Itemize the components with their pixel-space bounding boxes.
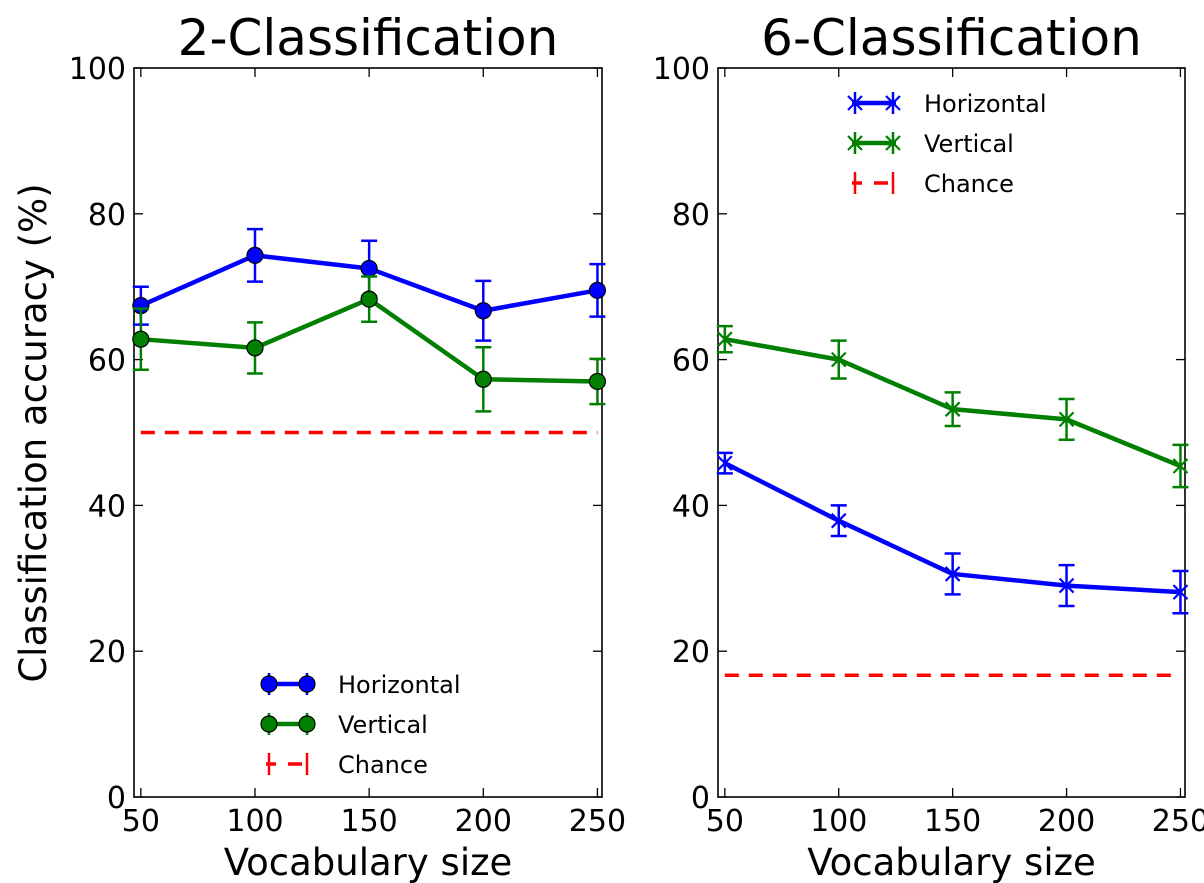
x-axis-label: Vocabulary size bbox=[807, 841, 1096, 883]
plot-frame bbox=[133, 67, 603, 798]
x-tick-label: 100 bbox=[810, 804, 867, 839]
x-tick-label: 50 bbox=[706, 804, 744, 839]
plot-frame bbox=[717, 67, 1186, 798]
data-point bbox=[830, 351, 847, 368]
legend-marker bbox=[847, 95, 863, 111]
data-point bbox=[1172, 458, 1189, 474]
data-point bbox=[474, 370, 492, 388]
x-tick-label: 150 bbox=[341, 804, 398, 839]
data-point bbox=[944, 566, 961, 582]
legend-item-vertical: Vertical bbox=[847, 130, 1014, 158]
legend: Horizontal Vertical Chance bbox=[260, 671, 461, 779]
legend: Horizontal Vertical Chance bbox=[847, 90, 1047, 198]
y-tick-label: 80 bbox=[672, 198, 710, 233]
legend-marker bbox=[885, 95, 901, 111]
y-tick-label: 100 bbox=[653, 52, 710, 87]
data-point bbox=[360, 259, 378, 278]
data-point bbox=[588, 281, 607, 299]
legend-item-chance: Chance bbox=[852, 170, 1014, 198]
legend-item-vertical: Vertical bbox=[260, 711, 428, 739]
series-vertical bbox=[132, 275, 607, 413]
legend-item-horizontal: Horizontal bbox=[847, 90, 1047, 118]
legend-label: Horizontal bbox=[338, 671, 461, 699]
x-tick-label: 250 bbox=[569, 804, 626, 839]
y-tick-label: 80 bbox=[88, 198, 126, 233]
legend-label: Vertical bbox=[924, 130, 1014, 158]
chart-title: 6-Classification bbox=[761, 9, 1142, 67]
x-tick-label: 50 bbox=[122, 804, 160, 839]
x-tick-label: 200 bbox=[455, 804, 512, 839]
x-tick-label: 150 bbox=[924, 804, 981, 839]
data-point bbox=[132, 330, 150, 348]
chart-title: 2-Classification bbox=[178, 9, 559, 67]
y-tick-label: 40 bbox=[672, 489, 710, 524]
x-tick-label: 100 bbox=[226, 804, 283, 839]
y-tick-label: 60 bbox=[672, 344, 710, 379]
data-point bbox=[588, 372, 607, 391]
data-point bbox=[1058, 577, 1075, 594]
legend-marker bbox=[298, 715, 316, 733]
data-point bbox=[1058, 411, 1075, 428]
x-tick-label: 200 bbox=[1038, 804, 1095, 839]
legend-marker bbox=[298, 675, 316, 693]
data-point bbox=[717, 455, 733, 471]
legend-label: Vertical bbox=[338, 711, 428, 739]
y-tick-label: 60 bbox=[88, 344, 126, 379]
shared-ylabel: Classification accuracy (%) bbox=[12, 183, 55, 682]
data-point bbox=[717, 331, 733, 347]
y-tick-label: 20 bbox=[88, 635, 126, 670]
data-point bbox=[830, 512, 847, 529]
panel-6-classification: 6-Classification 50 100 150 200 250 0 20 40 60 80 1… bbox=[653, 9, 1204, 883]
data-point bbox=[246, 339, 264, 357]
legend-label: Chance bbox=[924, 170, 1014, 198]
y-tick-label: 40 bbox=[88, 489, 126, 524]
series-vertical bbox=[716, 324, 1189, 489]
data-point bbox=[944, 401, 961, 417]
y-tick-label: 0 bbox=[691, 781, 710, 816]
legend-marker bbox=[885, 135, 901, 151]
data-point bbox=[474, 302, 492, 320]
legend-label: Horizontal bbox=[924, 90, 1047, 118]
series-horizontal bbox=[716, 451, 1189, 615]
data-point bbox=[360, 290, 378, 308]
legend-item-horizontal: Horizontal bbox=[260, 671, 461, 699]
legend-marker bbox=[847, 135, 863, 151]
legend-label: Chance bbox=[338, 751, 428, 779]
y-tick-label: 100 bbox=[69, 52, 126, 87]
data-point bbox=[1172, 584, 1189, 600]
data-point bbox=[246, 246, 264, 264]
x-tick-label: 250 bbox=[1152, 804, 1204, 839]
legend-marker bbox=[260, 675, 278, 693]
legend-item-chance: Chance bbox=[266, 751, 428, 779]
legend-marker bbox=[260, 715, 278, 733]
x-axis-label: Vocabulary size bbox=[224, 841, 513, 883]
y-tick-label: 20 bbox=[672, 635, 710, 670]
panel-2-classification: 2-Classification 50 100 150 200 250 0 20 40 60 80 1… bbox=[69, 9, 626, 883]
y-tick-label: 0 bbox=[107, 781, 126, 816]
